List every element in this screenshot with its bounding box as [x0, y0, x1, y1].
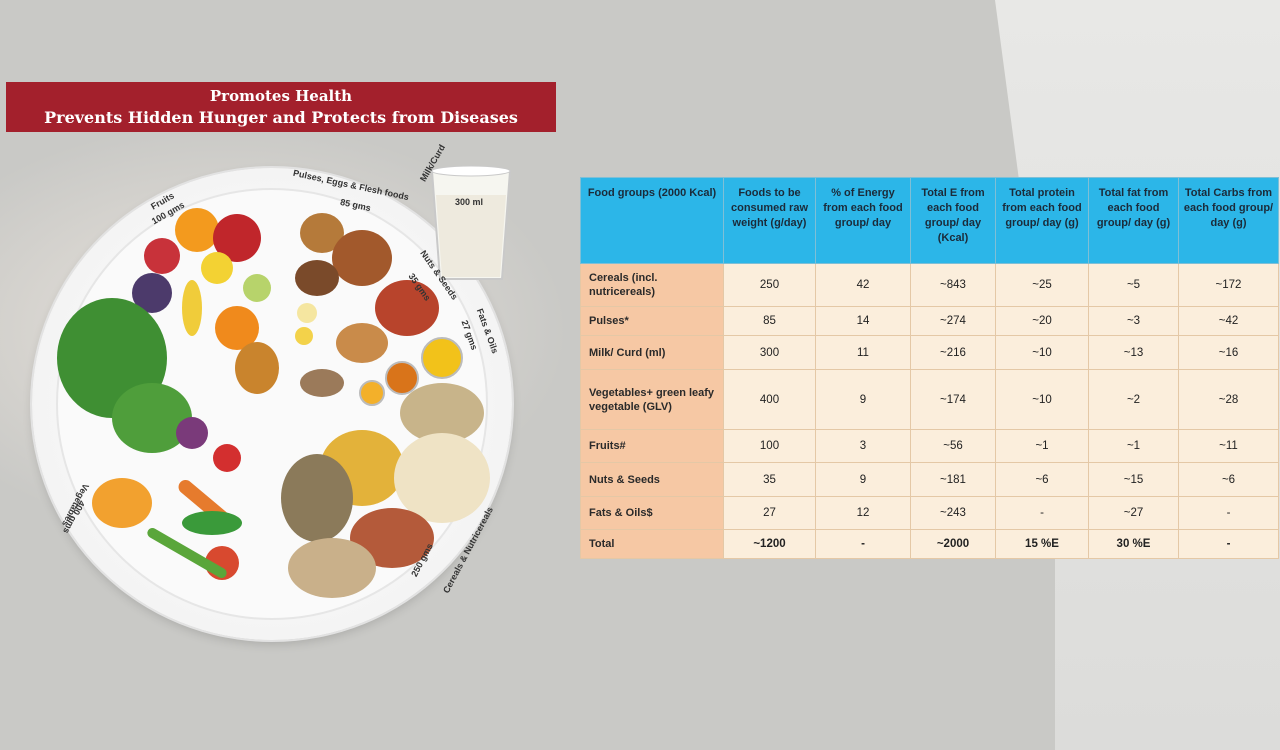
row-protein: - [995, 496, 1089, 531]
table-row: Pulses* 85 14 ~274 ~20 ~3 ~42 [580, 306, 1279, 337]
row-protein: ~10 [995, 335, 1089, 371]
header-energy-percent: % of Energy from each food group/ day [815, 177, 911, 264]
banner-line-1: Promotes Health [209, 87, 353, 105]
row-carbs: ~172 [1178, 262, 1279, 308]
row-fat: ~27 [1088, 496, 1179, 531]
row-raw: ~1200 [723, 529, 816, 559]
row-energy-pct: 14 [815, 306, 911, 337]
row-group: Milk/ Curd (ml) [580, 335, 724, 371]
row-raw: 250 [723, 262, 816, 308]
row-raw: 400 [723, 369, 816, 431]
oils-section [359, 337, 463, 406]
fruits-section [132, 208, 279, 394]
row-carbs: ~6 [1178, 462, 1279, 498]
table-row: Vegetables+ green leafy vegetable (GLV) … [580, 369, 1279, 431]
row-group: Fats & Oils$ [580, 496, 724, 531]
header-total-carbs: Total Carbs from each food group/ day (g… [1178, 177, 1279, 264]
row-raw: 35 [723, 462, 816, 498]
row-raw: 300 [723, 335, 816, 371]
row-group: Pulses* [580, 306, 724, 337]
table-row: Fats & Oils$ 27 12 ~243 - ~27 - [580, 496, 1279, 531]
row-fat: 30 %E [1088, 529, 1179, 559]
header-total-protein: Total protein from each food group/ day … [995, 177, 1089, 264]
table-row: Milk/ Curd (ml) 300 11 ~216 ~10 ~13 ~16 [580, 335, 1279, 371]
milk-glass-icon [430, 165, 512, 280]
row-protein: ~20 [995, 306, 1089, 337]
row-raw: 27 [723, 496, 816, 531]
cereals-section [281, 383, 490, 598]
row-group: Nuts & Seeds [580, 462, 724, 498]
row-raw: 100 [723, 429, 816, 464]
row-energy-pct: - [815, 529, 911, 559]
header-raw-weight: Foods to be consumed raw weight (g/day) [723, 177, 816, 264]
row-fat: ~15 [1088, 462, 1179, 498]
milk-amount-label: 300 ml [455, 197, 484, 207]
vegetables-section [57, 298, 242, 580]
row-carbs: ~42 [1178, 306, 1279, 337]
food-plate-illustration [32, 168, 512, 640]
row-energy-pct: 9 [815, 462, 911, 498]
table-total-row: Total ~1200 - ~2000 15 %E 30 %E - [580, 529, 1279, 559]
row-protein: ~25 [995, 262, 1089, 308]
table-row: Fruits# 100 3 ~56 ~1 ~1 ~11 [580, 429, 1279, 464]
row-group: Cereals (incl. nutricereals) [580, 262, 724, 308]
row-group: Fruits# [580, 429, 724, 464]
row-carbs: - [1178, 496, 1279, 531]
table-row: Nuts & Seeds 35 9 ~181 ~6 ~15 ~6 [580, 462, 1279, 498]
row-group: Vegetables+ green leafy vegetable (GLV) [580, 369, 724, 431]
nutrition-table: Food groups (2000 Kcal) Foods to be cons… [580, 177, 1279, 559]
row-kcal: ~243 [910, 496, 996, 531]
row-raw: 85 [723, 306, 816, 337]
row-kcal: ~274 [910, 306, 996, 337]
plate-food-drawing [56, 188, 490, 620]
row-fat: ~5 [1088, 262, 1179, 308]
table-row: Cereals (incl. nutricereals) 250 42 ~843… [580, 262, 1279, 308]
row-kcal: ~216 [910, 335, 996, 371]
row-energy-pct: 11 [815, 335, 911, 371]
row-fat: ~1 [1088, 429, 1179, 464]
row-carbs: ~16 [1178, 335, 1279, 371]
row-fat: ~13 [1088, 335, 1179, 371]
row-kcal: ~174 [910, 369, 996, 431]
table-header-row: Food groups (2000 Kcal) Foods to be cons… [580, 177, 1279, 264]
header-food-groups: Food groups (2000 Kcal) [580, 177, 724, 264]
row-group: Total [580, 529, 724, 559]
row-protein: 15 %E [995, 529, 1089, 559]
row-fat: ~2 [1088, 369, 1179, 431]
row-carbs: ~28 [1178, 369, 1279, 431]
row-carbs: - [1178, 529, 1279, 559]
header-total-energy: Total E from each food group/ day (Kcal) [910, 177, 996, 264]
row-kcal: ~181 [910, 462, 996, 498]
title-banner: Promotes Health Prevents Hidden Hunger a… [6, 82, 556, 132]
row-protein: ~1 [995, 429, 1089, 464]
row-kcal: ~843 [910, 262, 996, 308]
row-energy-pct: 42 [815, 262, 911, 308]
row-carbs: ~11 [1178, 429, 1279, 464]
row-kcal: ~56 [910, 429, 996, 464]
row-protein: ~10 [995, 369, 1089, 431]
row-kcal: ~2000 [910, 529, 996, 559]
row-fat: ~3 [1088, 306, 1179, 337]
header-total-fat: Total fat from each food group/ day (g) [1088, 177, 1179, 264]
row-energy-pct: 9 [815, 369, 911, 431]
row-energy-pct: 3 [815, 429, 911, 464]
row-energy-pct: 12 [815, 496, 911, 531]
banner-line-2: Prevents Hidden Hunger and Protects from… [44, 108, 518, 127]
row-protein: ~6 [995, 462, 1089, 498]
pulses-section [295, 213, 439, 397]
